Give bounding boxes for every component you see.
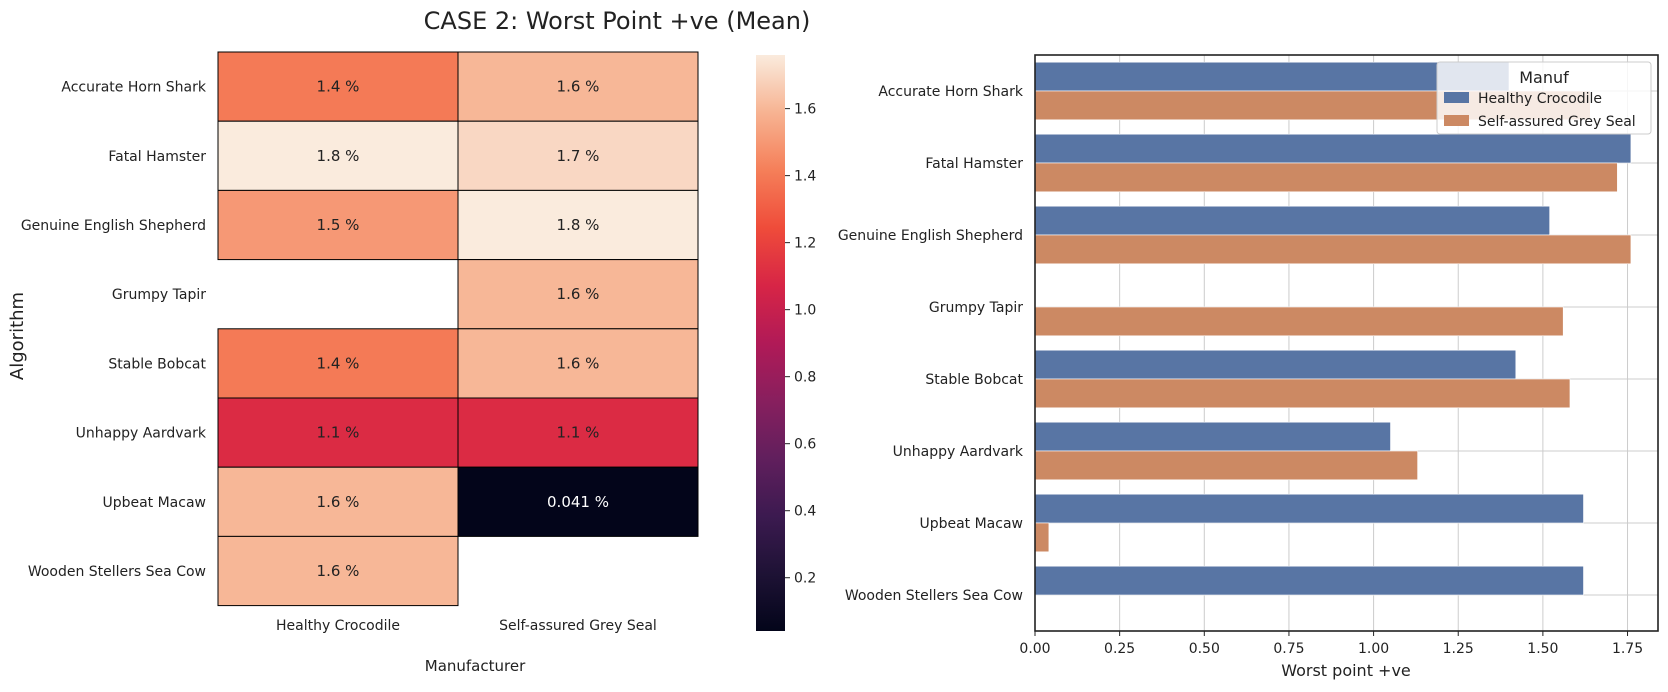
figure-title: CASE 2: Worst Point +ve (Mean) <box>424 7 811 35</box>
heatmap-cell-label: 1.6 % <box>557 78 600 96</box>
bar-category-label-grumpy-tapir: Grumpy Tapir <box>929 300 1023 316</box>
legend-swatch-healthy-crocodile <box>1444 92 1469 103</box>
legend-label-self-assured-grey-seal: Self-assured Grey Seal <box>1478 114 1636 130</box>
heatmap-cell-stable-bobcat-healthy-crocodile <box>217 328 459 399</box>
bar-fatal-hamster-healthy-crocodile <box>1034 133 1632 164</box>
heatmap-cell-upbeat-macaw-self-assured-grey-seal <box>457 466 699 537</box>
heatmap-cell-label: 1.6 % <box>557 285 600 303</box>
heatmap-cell-label: 1.5 % <box>317 216 360 234</box>
heatmap-row-label-grumpy-tapir: Grumpy Tapir <box>112 287 206 303</box>
bar-category-label-upbeat-macaw: Upbeat Macaw <box>919 516 1023 532</box>
bar-x-tick-label: 1.50 <box>1527 641 1558 657</box>
heatmap-cell-label: 1.6 % <box>317 562 360 580</box>
bar-upbeat-macaw-self-assured-grey-seal <box>1034 522 1050 553</box>
heatmap-row-labels: Accurate Horn Shark Fatal Hamster Genuine … <box>21 80 207 580</box>
bar-category-label-fatal-hamster: Fatal Hamster <box>925 156 1023 172</box>
heatmap-cell-label: 1.6 % <box>317 493 360 511</box>
bar-fatal-hamster-self-assured-grey-seal <box>1034 162 1618 193</box>
bar-chart-panel: Accurate Horn Shark Fatal Hamster Genuine … <box>838 54 1659 680</box>
heatmap-cell-wooden-stellers-sea-cow-healthy-crocodile <box>217 535 459 607</box>
bar-category-labels: Accurate Horn Shark Fatal Hamster Genuine … <box>838 84 1024 604</box>
heatmap-cell-label: 1.1 % <box>317 424 360 442</box>
legend-label-healthy-crocodile: Healthy Crocodile <box>1478 91 1602 107</box>
bar-x-tick-label: 1.00 <box>1358 641 1389 657</box>
heatmap-cell-label: 1.8 % <box>557 216 600 234</box>
heatmap-cell-label: 1.4 % <box>317 354 360 372</box>
colorbar-tick-label: 0.4 <box>794 504 816 520</box>
bar-unhappy-aardvark-healthy-crocodile <box>1034 421 1391 452</box>
heatmap-cell-label: 0.041 % <box>547 493 609 511</box>
colorbar-tick-label: 1.6 <box>794 102 816 118</box>
colorbar-tick-label: 1.0 <box>794 303 816 319</box>
heatmap-cell-unhappy-aardvark-self-assured-grey-seal <box>457 397 699 468</box>
bar-category-label-accurate-horn-shark: Accurate Horn Shark <box>878 84 1024 100</box>
bar-upbeat-macaw-healthy-crocodile <box>1034 493 1584 524</box>
bar-grumpy-tapir-self-assured-grey-seal <box>1034 306 1564 337</box>
bar-axes-frame <box>1034 54 1659 632</box>
bar-x-tick-label: 1.25 <box>1443 641 1474 657</box>
heatmap-panel: 1.4 % 1.6 % 1.8 % 1.7 % 1.5 % 1.8 % 1.6 % 1.4 %… <box>7 51 699 675</box>
bar-legend: Manuf Healthy Crocodile Self-assured Gre… <box>1436 61 1652 135</box>
legend-swatch-self-assured-grey-seal <box>1444 115 1469 126</box>
heatmap-row-label-fatal-hamster: Fatal Hamster <box>108 149 206 165</box>
heatmap-row-label-wooden-stellers-sea-cow: Wooden Stellers Sea Cow <box>28 564 206 580</box>
colorbar: 0.2 0.4 0.6 0.8 1.0 1.2 1.4 1.6 <box>756 55 816 631</box>
heatmap-cell-label: 1.4 % <box>317 78 360 96</box>
bar-xlabel: Worst point +ve <box>1281 661 1411 680</box>
colorbar-tick-label: 0.8 <box>794 370 816 386</box>
heatmap-column-labels: Healthy Crocodile Self-assured Grey Seal <box>276 618 657 634</box>
heatmap-ylabel: Algorithm <box>7 292 28 380</box>
bar-category-label-wooden-stellers-sea-cow: Wooden Stellers Sea Cow <box>845 588 1023 604</box>
heatmap-row-label-genuine-english-shepherd: Genuine English Shepherd <box>21 218 206 234</box>
bar-genuine-english-shepherd-healthy-crocodile <box>1034 205 1550 236</box>
heatmap-cell-upbeat-macaw-healthy-crocodile <box>217 466 459 537</box>
legend-title: Manuf <box>1519 68 1569 87</box>
bar-accurate-horn-shark-healthy-crocodile <box>1034 61 1510 92</box>
colorbar-ticks: 0.2 0.4 0.6 0.8 1.0 1.2 1.4 1.6 <box>785 102 816 587</box>
colorbar-gradient <box>756 55 785 631</box>
bar-marks <box>1034 61 1632 596</box>
colorbar-tick-label: 0.6 <box>794 437 816 453</box>
bar-category-label-genuine-english-shepherd: Genuine English Shepherd <box>838 228 1023 244</box>
heatmap-cell-label: 1.8 % <box>317 147 360 165</box>
bar-stable-bobcat-self-assured-grey-seal <box>1034 378 1571 409</box>
bar-x-tick-label: 0.25 <box>1104 641 1135 657</box>
heatmap-cell-fatal-hamster-healthy-crocodile <box>217 120 459 191</box>
bar-x-tick-label: 1.75 <box>1612 641 1643 657</box>
heatmap-xlabel: Manufacturer <box>425 657 526 675</box>
bar-wooden-stellers-sea-cow-healthy-crocodile <box>1034 565 1584 596</box>
heatmap-cell-accurate-horn-shark-self-assured-grey-seal <box>457 51 699 122</box>
heatmap-row-label-unhappy-aardvark: Unhappy Aardvark <box>76 426 207 442</box>
heatmap-cell-genuine-english-shepherd-self-assured-grey-seal <box>457 189 699 261</box>
heatmap-cell-label: 1.7 % <box>557 147 600 165</box>
heatmap-cells: 1.4 % 1.6 % 1.8 % 1.7 % 1.5 % 1.8 % 1.6 % 1.4 %… <box>217 51 699 607</box>
heatmap-row-label-stable-bobcat: Stable Bobcat <box>108 356 206 372</box>
heatmap-cell-accurate-horn-shark-healthy-crocodile <box>217 51 459 122</box>
bar-genuine-english-shepherd-self-assured-grey-seal <box>1034 234 1632 265</box>
heatmap-cell-label: 1.6 % <box>557 354 600 372</box>
heatmap-cell-genuine-english-shepherd-healthy-crocodile <box>217 189 459 261</box>
colorbar-tick-label: 0.2 <box>794 571 816 587</box>
heatmap-column-label-self-assured-grey-seal: Self-assured Grey Seal <box>499 618 657 634</box>
heatmap-row-label-accurate-horn-shark: Accurate Horn Shark <box>61 80 207 96</box>
bar-category-label-stable-bobcat: Stable Bobcat <box>925 372 1023 388</box>
colorbar-tick-label: 1.4 <box>794 169 816 185</box>
bar-x-tick-label: 0.00 <box>1019 641 1050 657</box>
heatmap-cell-fatal-hamster-self-assured-grey-seal <box>457 120 699 191</box>
bar-stable-bobcat-healthy-crocodile <box>1034 349 1517 380</box>
bar-category-label-unhappy-aardvark: Unhappy Aardvark <box>893 444 1024 460</box>
bar-x-ticks: 0.00 0.25 0.50 0.75 1.00 1.25 1.50 1.75 <box>1019 631 1643 657</box>
heatmap-cell-unhappy-aardvark-healthy-crocodile <box>217 397 459 468</box>
bar-unhappy-aardvark-self-assured-grey-seal <box>1034 450 1418 481</box>
heatmap-row-label-upbeat-macaw: Upbeat Macaw <box>102 495 206 511</box>
heatmap-cell-label: 1.1 % <box>557 424 600 442</box>
legend-box <box>1436 61 1652 135</box>
bar-x-tick-label: 0.75 <box>1273 641 1304 657</box>
bar-x-tick-label: 0.50 <box>1189 641 1220 657</box>
heatmap-column-label-healthy-crocodile: Healthy Crocodile <box>276 618 400 634</box>
colorbar-tick-label: 1.2 <box>794 236 816 252</box>
